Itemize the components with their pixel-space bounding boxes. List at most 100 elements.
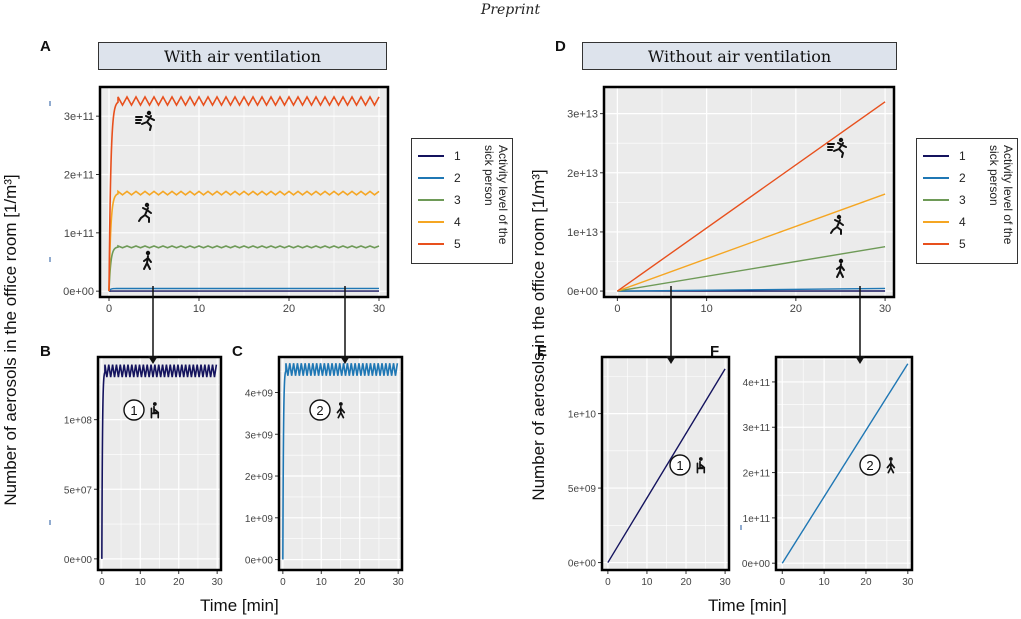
legend-swatch: [923, 177, 949, 179]
connector-arrow-a-to-c: [340, 286, 350, 364]
sprint-icon-level5-a-head: [146, 110, 152, 116]
sprint-icon-level5-a-body: [135, 115, 155, 131]
walk-icon-level3-a: [143, 250, 152, 270]
walk-icon-level3-a-head: [145, 250, 151, 256]
x-tick-label: 30: [720, 577, 732, 588]
walk-icon-level3-d-body: [836, 263, 845, 278]
run-icon-level4-a: [138, 202, 152, 223]
sprint-icon-level5-d: [827, 137, 847, 158]
legend-swatch: [418, 155, 444, 157]
marker-level1-b-number: 1: [130, 403, 137, 418]
legend-a-item-2: 2: [418, 171, 461, 185]
marker-level1-b-icon-head: [152, 402, 157, 406]
legend-label: 1: [959, 149, 966, 163]
y-tick-label: 0e+00: [245, 556, 274, 567]
connector-arrow-a-to-b-head: [148, 356, 158, 364]
legend-label: 1: [454, 149, 461, 163]
marker-level2-f: 2: [859, 454, 881, 476]
panel-letter-e: E: [537, 343, 548, 360]
run-icon-level4-a-body: [138, 207, 152, 223]
chart-c: 0 10 20 30 0e+00 1e+09 2e+09 3e+09 4e+09: [245, 355, 404, 588]
legend-a-item-1: 1: [418, 149, 461, 163]
marker-level2-c-icon-head: [338, 402, 343, 406]
chart-b: 0 10 20 30 0e+00 5e+07 1e+08: [64, 355, 224, 588]
y-tick-label: 2e+11: [64, 170, 94, 182]
legend-d-item-4: 4: [923, 215, 966, 229]
series-line-3: [108, 244, 380, 292]
series-line-3: [617, 246, 886, 292]
marker-level1-b-icon-body: [150, 405, 160, 419]
x-tick-label: 0: [605, 577, 611, 588]
y-tick-label: 5e+09: [568, 484, 597, 495]
x-tick-label: 30: [879, 303, 891, 315]
run-icon-level4-d: [830, 214, 844, 235]
y-tick-label: 4e+11: [743, 378, 771, 389]
marker-level1-b-icon: [150, 402, 160, 419]
plot-frame-e: [600, 355, 731, 572]
x-tick-label: 20: [680, 577, 692, 588]
marker-level2-f-icon-head: [888, 457, 893, 461]
marker-level2-c-icon-body: [336, 405, 346, 419]
y-tick-label: 3e+13: [567, 109, 598, 121]
series-line-1: [607, 368, 726, 563]
x-tick-label: 10: [700, 303, 712, 315]
y-tick-label: 3e+09: [245, 430, 274, 441]
legend-a: 1 2 3 4 5 Activity level of the sick per…: [411, 138, 513, 264]
legend-a-title: Activity level of the sick person: [482, 145, 510, 245]
marker-level2-c: 2: [309, 399, 331, 421]
marker-level2-f-icon-body: [886, 460, 896, 474]
y-tick-label: 0e+00: [64, 555, 93, 566]
x-tick-label: 10: [135, 577, 147, 588]
sprint-icon-level5-a: [135, 110, 155, 131]
y-tick-label: 3e+11: [743, 423, 771, 434]
legend-swatch: [923, 155, 949, 157]
banner-with-ventilation-text: With air ventilation: [164, 46, 321, 66]
legend-swatch: [418, 199, 444, 201]
legend-label: 4: [454, 215, 461, 229]
connector-arrow-d-to-f: [855, 286, 865, 364]
x-tick-label: 0: [280, 577, 286, 588]
plot-frame-b: [96, 355, 223, 572]
run-icon-level4-d-body: [830, 219, 844, 235]
x-tick-label: 10: [193, 303, 205, 315]
connector-arrow-d-to-e-head: [666, 356, 676, 364]
walk-icon-level3-d: [836, 258, 845, 278]
x-tick-label: 30: [212, 577, 224, 588]
chart-a: 0 10 20 30 0e+00 1e+11 2e+11 3e+11: [63, 85, 390, 315]
y-tick-label: 5e+07: [64, 485, 93, 496]
panel-letter-f: F: [710, 343, 720, 360]
legend-label: 5: [959, 237, 966, 251]
panel-letter-a: A: [40, 38, 51, 55]
run-icon-level4-d-head: [836, 214, 842, 220]
marker-level1-e-icon-body: [696, 460, 706, 474]
marker-level2-f-circle: [859, 454, 881, 476]
y-tick-label: 1e+11: [64, 228, 94, 240]
marker-level2-c-icon: [336, 402, 346, 419]
y-tick-label: 0e+00: [742, 559, 771, 570]
connector-arrow-a-to-c-head: [340, 356, 350, 364]
legend-swatch: [418, 243, 444, 245]
legend-d-item-3: 3: [923, 193, 966, 207]
marker-level2-c-number: 2: [316, 403, 323, 418]
marker-level2-c-circle: [309, 399, 331, 421]
legend-d: 1 2 3 4 5 Activity level of the sick per…: [916, 138, 1018, 264]
x-tick-label: 10: [316, 577, 328, 588]
y-tick-label: 4e+09: [245, 389, 274, 400]
x-tick-label: 20: [283, 303, 295, 315]
x-tick-label: 20: [173, 577, 185, 588]
legend-d-title: Activity level of the sick person: [987, 145, 1015, 245]
legend-label: 2: [454, 171, 461, 185]
plot-area-d: [604, 87, 894, 297]
plot-frame-f: [774, 355, 914, 572]
legend-a-item-4: 4: [418, 215, 461, 229]
run-icon-level4-a-head: [144, 202, 150, 208]
x-tick-label: 20: [354, 577, 366, 588]
walk-icon-level3-a-body: [143, 255, 152, 270]
series-line-2: [781, 363, 909, 564]
legend-swatch: [418, 221, 444, 223]
marker-level2-f-number: 2: [866, 458, 873, 473]
legend-label: 4: [959, 215, 966, 229]
preprint-header: Preprint: [480, 2, 541, 18]
x-axis-label-right: Time [min]: [708, 596, 787, 615]
